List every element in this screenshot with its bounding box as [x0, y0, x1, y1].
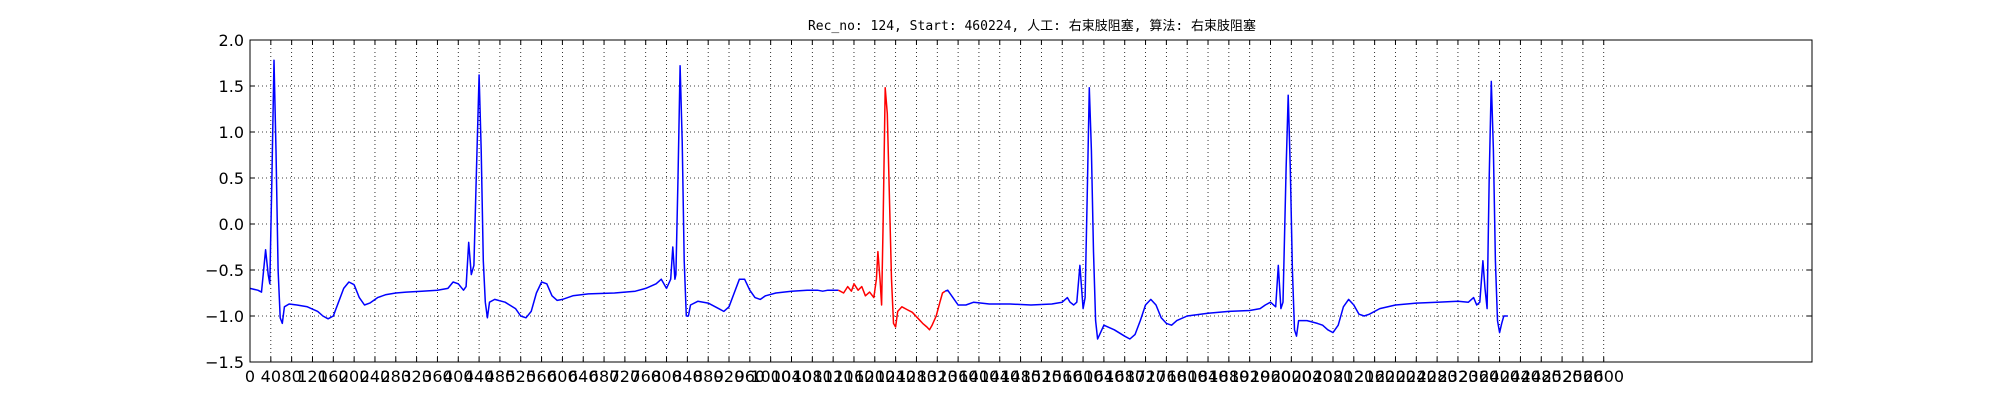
- ecg-series: [249, 59, 1508, 340]
- x-tick-label: 2000: [1271, 367, 1312, 386]
- x-tick-label: 120: [297, 367, 328, 386]
- x-tick-label: 600: [547, 367, 578, 386]
- x-tick-label: 800: [651, 367, 682, 386]
- x-tick-label: 1480: [1000, 367, 1041, 386]
- x-tick-label: 2440: [1500, 367, 1541, 386]
- x-tick-label: 0: [245, 367, 255, 386]
- x-tick-label: 2280: [1417, 367, 1458, 386]
- x-tick-label: 1000: [750, 367, 791, 386]
- y-tick-label: 1.5: [219, 77, 244, 96]
- x-tick-label: 2600: [1583, 367, 1624, 386]
- x-tick-label: 480: [485, 367, 516, 386]
- x-tick-label: 1160: [834, 367, 875, 386]
- x-tick-label: 240: [360, 367, 391, 386]
- x-tick-label: 1720: [1125, 367, 1166, 386]
- x-tick-label: 1760: [1146, 367, 1187, 386]
- x-tick-label: 2520: [1542, 367, 1583, 386]
- x-tick-label: 2120: [1333, 367, 1374, 386]
- x-tick-label: 160: [318, 367, 349, 386]
- ecg-trace-segment-2: [838, 87, 946, 331]
- x-tick-label: 200: [339, 367, 370, 386]
- x-tick-label: 2320: [1438, 367, 1479, 386]
- y-tick-label: 2.0: [219, 31, 244, 50]
- x-tick-label: 2160: [1354, 367, 1395, 386]
- x-tick-label: 1960: [1250, 367, 1291, 386]
- x-tick-label: 80: [281, 367, 301, 386]
- x-tick-label: 1520: [1021, 367, 1062, 386]
- x-tick-label: 1400: [959, 367, 1000, 386]
- x-tick-label: 1800: [1167, 367, 1208, 386]
- x-tick-label: 1080: [792, 367, 833, 386]
- x-tick-label: 1680: [1104, 367, 1145, 386]
- axis-ticks: [249, 39, 1812, 363]
- x-tick-label: 280: [381, 367, 412, 386]
- grid-lines: [249, 39, 1812, 363]
- x-tick-label: 1640: [1084, 367, 1125, 386]
- y-tick-label: −1.5: [205, 353, 244, 372]
- chart-title: Rec_no: 124, Start: 460224, 人工: 右束肢阻塞, 算…: [808, 18, 1256, 34]
- x-tick-label: 40: [261, 367, 281, 386]
- x-tick-label: 1880: [1208, 367, 1249, 386]
- ecg-trace-segment-3: [944, 80, 1508, 340]
- x-tick-label: 560: [526, 367, 557, 386]
- x-tick-label: 1040: [771, 367, 812, 386]
- x-tick-label: 400: [443, 367, 474, 386]
- x-tick-label: 960: [735, 367, 766, 386]
- x-tick-label: 1840: [1188, 367, 1229, 386]
- x-tick-label: 720: [610, 367, 641, 386]
- x-tick-label: 360: [422, 367, 453, 386]
- x-tick-label: 880: [693, 367, 724, 386]
- x-tick-label: 680: [589, 367, 620, 386]
- x-tick-label: 320: [401, 367, 432, 386]
- x-tick-label: 920: [714, 367, 745, 386]
- x-tick-label: 1320: [917, 367, 958, 386]
- y-tick-label: −0.5: [205, 261, 244, 280]
- x-tick-label: 2480: [1521, 367, 1562, 386]
- x-tick-label: 2400: [1479, 367, 1520, 386]
- ecg-trace-segment-1: [249, 59, 839, 325]
- x-tick-label: 640: [568, 367, 599, 386]
- x-tick-label: 1440: [979, 367, 1020, 386]
- y-tick-label: 0.0: [219, 215, 244, 234]
- plot-area-frame: [249, 39, 1813, 363]
- x-tick-label: 2040: [1292, 367, 1333, 386]
- x-tick-label: 2200: [1375, 367, 1416, 386]
- y-tick-label: 0.5: [219, 169, 244, 188]
- y-tick-label: 1.0: [219, 123, 244, 142]
- x-tick-label: 1600: [1063, 367, 1104, 386]
- y-tick-label: −1.0: [205, 307, 244, 326]
- x-tick-label: 1240: [875, 367, 916, 386]
- x-tick-label: 1120: [813, 367, 854, 386]
- x-tick-label: 1200: [854, 367, 895, 386]
- x-tick-label: 440: [464, 367, 495, 386]
- x-tick-label: 2560: [1563, 367, 1604, 386]
- x-tick-label: 760: [630, 367, 661, 386]
- x-tick-label: 2360: [1458, 367, 1499, 386]
- x-tick-label: 1360: [938, 367, 979, 386]
- x-tick-label: 1560: [1042, 367, 1083, 386]
- x-tick-label: 520: [505, 367, 536, 386]
- x-tick-label: 840: [672, 367, 703, 386]
- x-tick-label: 2240: [1396, 367, 1437, 386]
- tick-labels: 0 40 8012016020024028032036040044048052056…: [205, 31, 1624, 386]
- x-tick-label: 1280: [896, 367, 937, 386]
- x-tick-label: 1920: [1229, 367, 1270, 386]
- x-tick-label: 2080: [1313, 367, 1354, 386]
